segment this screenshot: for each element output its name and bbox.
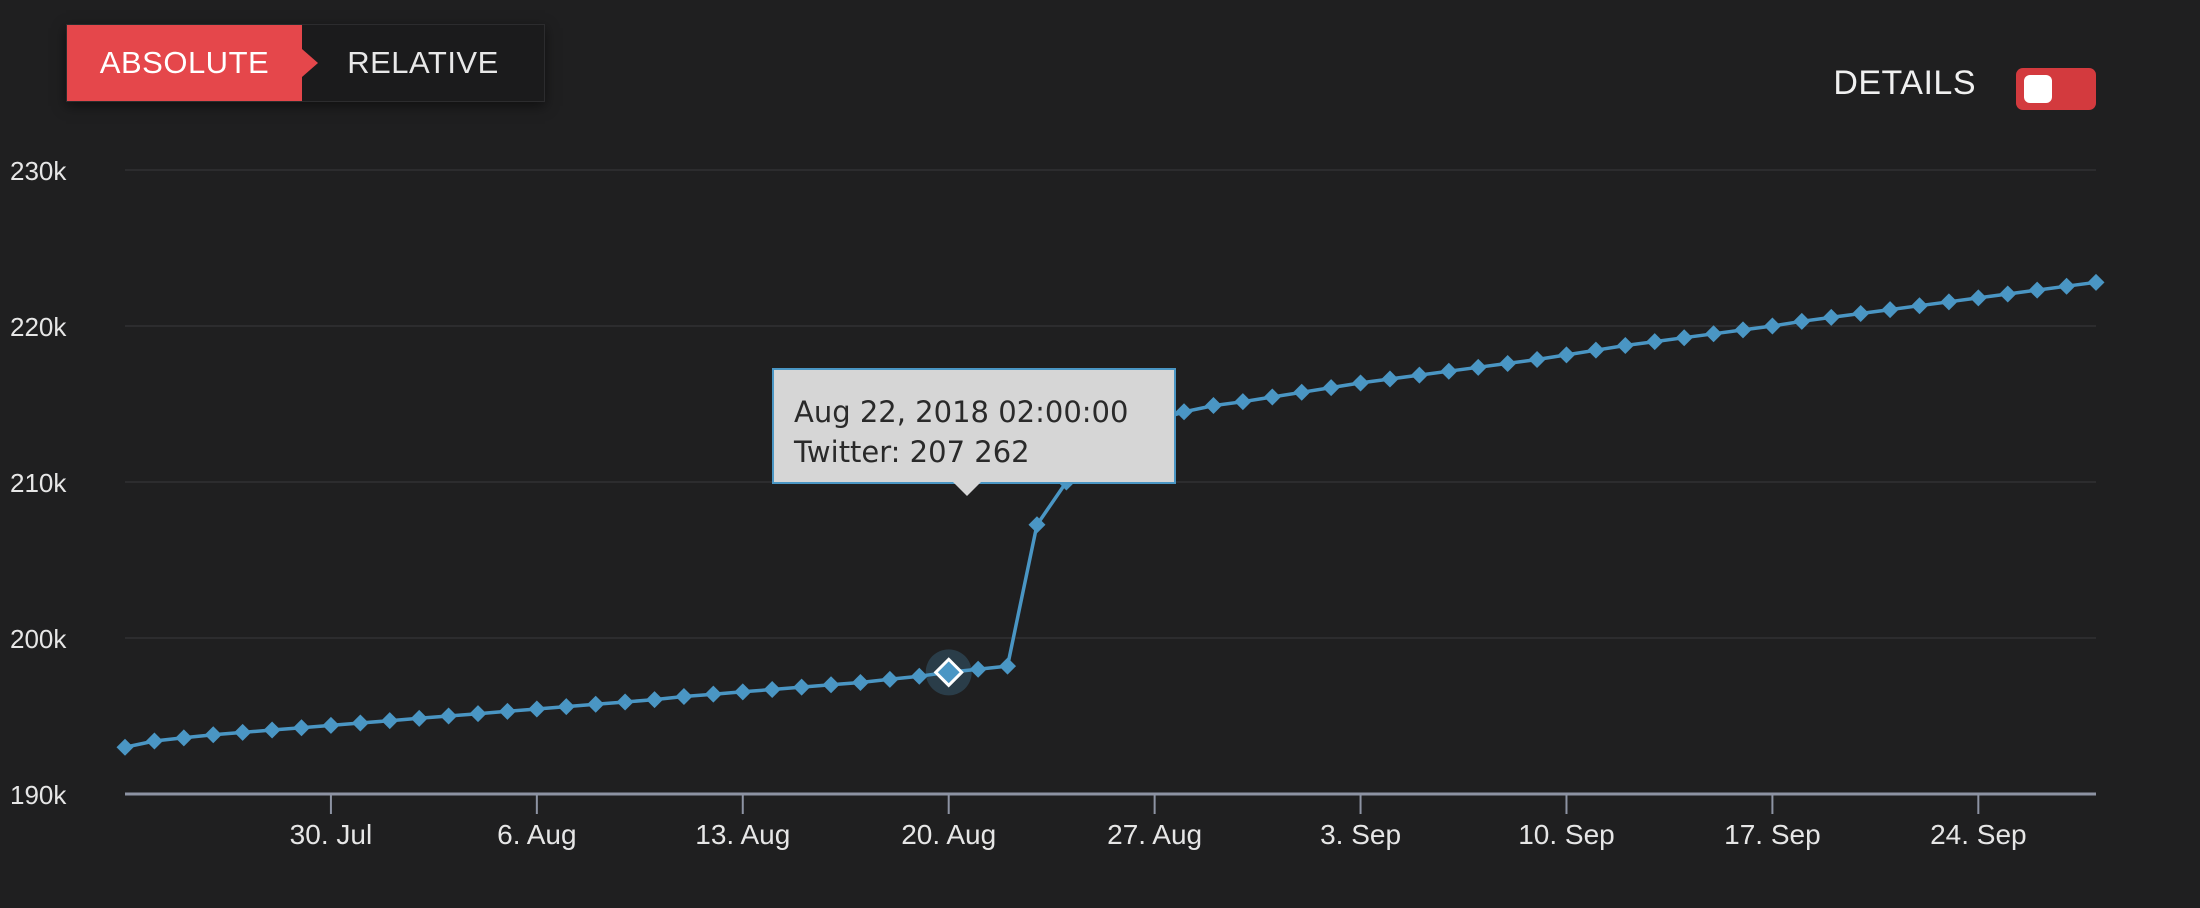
tooltip-date: Aug 22, 2018 02:00:00 (794, 395, 1129, 429)
data-point (1734, 321, 1752, 339)
chart-tooltip: Aug 22, 2018 02:00:00 Twitter: 207 262 (772, 368, 1176, 484)
data-point (1557, 346, 1575, 364)
data-point (263, 721, 281, 739)
data-point (234, 723, 252, 741)
data-point (1028, 516, 1046, 534)
axes (125, 792, 2096, 814)
data-point (1175, 403, 1193, 421)
x-tick-label: 6. Aug (497, 819, 576, 850)
data-point (1352, 374, 1370, 392)
data-point (587, 695, 605, 713)
data-point (1204, 397, 1222, 415)
data-point (351, 714, 369, 732)
x-tick-label: 10. Sep (1518, 819, 1615, 850)
relative-mode-button[interactable]: RELATIVE (347, 45, 499, 80)
data-point (675, 688, 693, 705)
x-tick-label: 24. Sep (1930, 819, 2027, 850)
mode-selector: ABSOLUTE RELATIVE (66, 24, 545, 102)
data-point (410, 709, 428, 727)
tooltip-pointer (953, 482, 981, 496)
data-point (793, 678, 811, 696)
data-point (293, 719, 311, 737)
absolute-mode-button[interactable]: ABSOLUTE (67, 25, 318, 101)
data-point (763, 680, 781, 698)
y-tick-label: 210k (10, 468, 67, 498)
data-point (557, 698, 575, 716)
data-point (381, 712, 399, 730)
data-point (528, 700, 546, 718)
x-tick-label: 30. Jul (290, 819, 373, 850)
data-point (1263, 388, 1281, 406)
data-point (822, 676, 840, 694)
details-label: DETAILS (1833, 64, 1976, 102)
data-point (910, 667, 928, 685)
data-point (1381, 370, 1399, 388)
data-point (440, 707, 458, 725)
x-axis-labels: 30. Jul 6. Aug 13. Aug 20. Aug 27. Aug 3. Sep… (290, 819, 2027, 850)
data-point (116, 738, 134, 756)
data-point (1499, 354, 1517, 372)
data-point (1881, 301, 1899, 319)
data-point (1675, 329, 1693, 347)
data-point (2087, 273, 2105, 291)
data-point (2028, 281, 2046, 299)
data-point (1646, 333, 1664, 351)
series-line (124, 280, 2097, 749)
data-point (1587, 341, 1605, 359)
y-axis-labels: 190k 200k 210k 220k 230k (10, 156, 67, 810)
details-toggle[interactable] (2016, 68, 2096, 110)
y-tick-label: 200k (10, 624, 67, 654)
series-markers (116, 273, 2105, 756)
toggle-knob (2024, 75, 2052, 103)
data-point (1322, 379, 1340, 397)
data-point (1440, 362, 1458, 380)
data-point (646, 691, 664, 709)
x-tick-label: 13. Aug (695, 819, 790, 850)
data-point (1969, 289, 1987, 307)
y-tick-label: 230k (10, 156, 67, 186)
x-tick-label: 20. Aug (901, 819, 996, 850)
data-point (1234, 393, 1252, 411)
data-point (851, 673, 869, 691)
data-point (1999, 285, 2017, 303)
data-point (1763, 317, 1781, 335)
data-point (1293, 383, 1311, 401)
x-tick-label: 3. Sep (1320, 819, 1401, 850)
data-point (969, 660, 987, 678)
data-point (1410, 366, 1428, 384)
data-point (616, 693, 634, 711)
hover-highlight (925, 649, 972, 696)
x-tick-label: 27. Aug (1107, 819, 1202, 850)
data-point (175, 729, 193, 747)
y-tick-label: 190k (10, 780, 67, 810)
data-point (2058, 277, 2076, 295)
data-point (999, 657, 1017, 675)
x-tick-label: 17. Sep (1724, 819, 1821, 850)
data-point (204, 726, 222, 744)
y-tick-label: 220k (10, 312, 67, 342)
highlighted-point (933, 657, 964, 688)
data-point (1852, 305, 1870, 323)
data-point (1910, 297, 1928, 315)
data-point (1616, 337, 1634, 354)
series-twitter (124, 280, 2097, 749)
data-point (145, 732, 163, 750)
data-point (1528, 351, 1546, 369)
data-point (1793, 312, 1811, 330)
tooltip-value: Twitter: 207 262 (794, 435, 1030, 469)
data-point (1822, 308, 1840, 326)
data-point (1469, 358, 1487, 376)
data-point (704, 685, 722, 703)
data-point (1705, 325, 1723, 343)
data-point (498, 702, 516, 720)
data-point (322, 716, 340, 734)
data-point (881, 670, 899, 688)
data-point (469, 705, 487, 723)
data-point (734, 683, 752, 701)
data-point (1940, 293, 1958, 311)
